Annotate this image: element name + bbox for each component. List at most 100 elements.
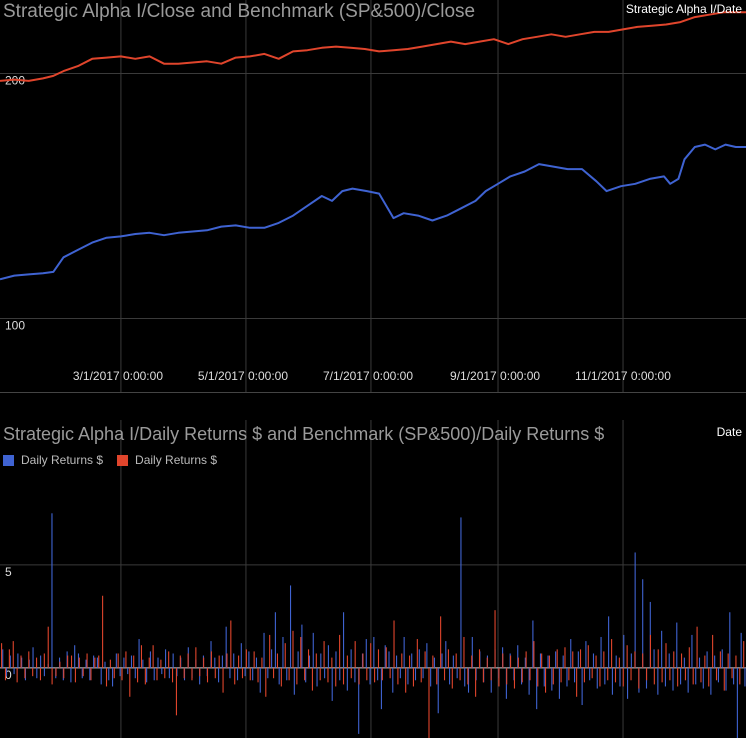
return-bar-red <box>102 595 104 668</box>
return-bar-red <box>20 655 22 668</box>
legend-item-red[interactable]: Daily Returns $ <box>117 453 217 467</box>
return-bar-red <box>214 667 216 679</box>
return-bar-blue <box>642 579 644 668</box>
return-bar-blue <box>392 667 394 693</box>
return-bar-red <box>525 651 527 668</box>
return-bar-red <box>304 667 306 681</box>
return-bar-red <box>140 645 143 668</box>
return-bar-blue <box>149 651 151 668</box>
return-bar-red <box>82 667 84 677</box>
return-bar-red <box>300 636 302 668</box>
daily-returns-plot: 05 <box>0 420 746 738</box>
return-bar-blue <box>5 667 8 677</box>
return-bar-red <box>704 655 706 668</box>
legend-item-blue[interactable]: Daily Returns $ <box>3 453 103 467</box>
return-bar-red <box>381 667 383 681</box>
return-bar-red <box>366 667 368 681</box>
return-bar-blue <box>539 653 542 668</box>
return-bar-red <box>591 667 593 679</box>
return-bar-red <box>249 667 251 681</box>
return-bar-red <box>715 667 718 681</box>
return-bar-blue <box>449 667 451 685</box>
return-bar-blue <box>555 651 557 668</box>
return-bar-blue <box>562 655 564 668</box>
return-bar-blue <box>543 667 545 687</box>
return-bar-blue <box>520 667 523 685</box>
return-bar-red <box>133 655 135 668</box>
return-bar-blue <box>297 651 299 668</box>
return-bar-red <box>288 667 290 681</box>
x-tick-label: 3/1/2017 0:00:00 <box>73 369 163 383</box>
return-bar-red <box>677 667 679 687</box>
return-bar-red <box>125 651 127 668</box>
return-bar-blue <box>619 667 621 687</box>
return-bar-red <box>113 667 115 679</box>
return-bar-red <box>669 667 671 681</box>
return-bar-red <box>393 620 395 668</box>
return-bar-red <box>199 667 201 677</box>
return-bar-red <box>105 667 108 687</box>
return-bar-blue <box>40 655 42 668</box>
return-bar-red <box>684 667 686 681</box>
return-bar-blue <box>691 634 693 668</box>
return-bar-blue <box>274 612 276 668</box>
return-bar-blue <box>43 667 45 677</box>
return-bar-blue <box>278 667 280 685</box>
return-bar-blue <box>240 643 242 668</box>
return-bar-red <box>743 641 745 668</box>
return-bar-blue <box>165 649 167 668</box>
return-bar-blue <box>259 667 261 693</box>
legend-swatch-red <box>117 454 129 466</box>
return-bar-blue <box>142 659 144 668</box>
return-bar-red <box>447 649 449 668</box>
return-bar-red <box>521 667 523 683</box>
return-bar-blue <box>354 667 356 683</box>
return-bar-red <box>36 657 38 668</box>
return-bar-red <box>529 667 531 681</box>
return-bar-blue <box>740 632 742 668</box>
close-series-line-blue <box>0 143 746 281</box>
return-bar-red <box>576 667 578 697</box>
return-bar-red <box>712 634 714 668</box>
return-bar-red <box>148 657 150 668</box>
return-bar-red <box>443 667 446 681</box>
return-bar-red <box>513 667 516 689</box>
return-bar-red <box>587 645 589 668</box>
return-bar-blue <box>702 667 704 689</box>
return-bar-red <box>401 653 403 668</box>
return-bar-red <box>548 655 550 668</box>
return-bar-red <box>39 667 41 681</box>
return-bar-blue <box>411 653 413 668</box>
return-bar-blue <box>698 657 701 668</box>
return-bar-red <box>346 655 348 668</box>
return-bar-red <box>311 667 313 691</box>
return-bar-blue <box>574 667 576 683</box>
return-bar-blue <box>471 636 473 668</box>
return-bar-blue <box>456 667 458 679</box>
return-bar-blue <box>657 667 659 695</box>
return-bar-blue <box>532 620 534 668</box>
return-bar-blue <box>134 667 136 679</box>
return-bar-red <box>649 634 652 668</box>
return-bar-blue <box>343 612 345 668</box>
return-bar-red <box>59 661 61 668</box>
return-bar-blue <box>286 667 288 681</box>
return-bar-blue <box>308 655 311 668</box>
return-bar-blue <box>441 653 443 668</box>
return-bar-red <box>486 657 488 668</box>
return-bar-red <box>611 639 613 668</box>
return-bar-blue <box>85 659 87 668</box>
return-bar-red <box>183 667 185 679</box>
return-bar-red <box>257 667 259 683</box>
panel-divider <box>0 392 746 393</box>
return-bar-red <box>579 649 582 668</box>
close-price-plot: 3/1/2017 0:00:00 5/1/2017 0:00:00 7/1/2017… <box>0 0 746 392</box>
return-bar-blue <box>418 649 420 668</box>
return-bar-blue <box>263 632 265 668</box>
return-bar-blue <box>93 655 95 668</box>
return-bar-blue <box>221 655 223 668</box>
return-bar-red <box>723 667 725 691</box>
return-bar-red <box>90 667 92 681</box>
return-bar-blue <box>267 667 269 679</box>
return-bar-blue <box>396 655 398 668</box>
